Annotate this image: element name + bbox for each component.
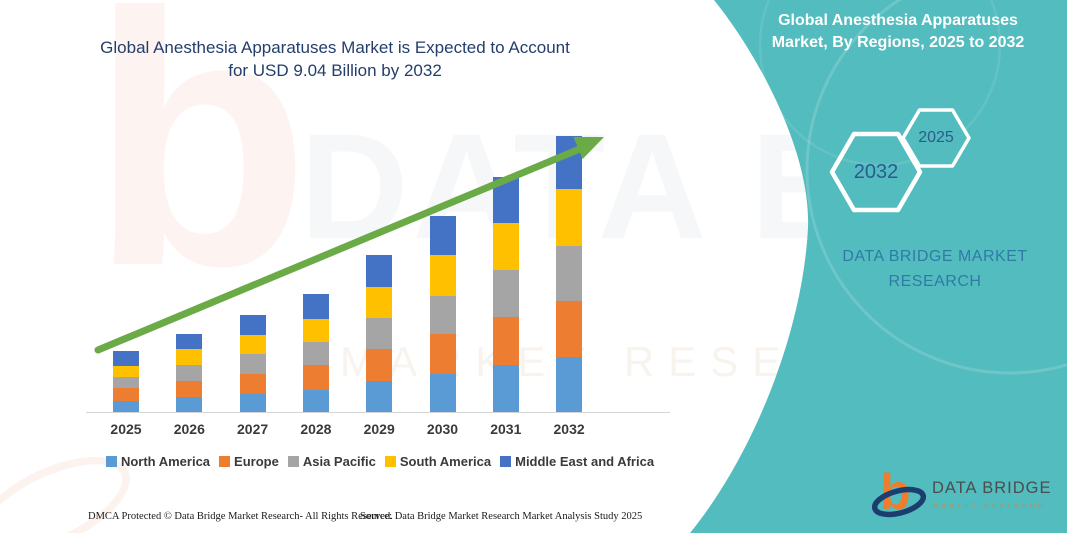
hexagon-2032	[829, 131, 923, 213]
x-axis-line	[86, 412, 670, 413]
legend-swatch-icon	[105, 456, 117, 467]
legend-label: Middle East and Africa	[515, 454, 655, 469]
x-tick-2027: 2027	[237, 421, 269, 437]
x-tick-2025: 2025	[110, 421, 142, 437]
side-panel-title-line1: Global Anesthesia Apparatuses	[778, 12, 1018, 29]
bar-2027	[239, 314, 266, 412]
bar-2032-segment-south-america	[556, 189, 583, 247]
panel-accent-circle-small	[758, 0, 1002, 167]
bar-2027-segment-middle-east-and-africa	[239, 314, 266, 336]
footer-dmca-text: DMCA Protected © Data Bridge Market Rese…	[88, 511, 393, 522]
bar-2031	[492, 176, 519, 412]
legend-label: Asia Pacific	[302, 454, 376, 469]
side-panel-title: Global Anesthesia Apparatuses Market, By…	[742, 10, 1054, 54]
panel-accent-circle	[805, 0, 1067, 375]
bar-2026-segment-asia-pacific	[176, 365, 203, 381]
logo-orbit-icon	[872, 486, 927, 518]
logo-name: DATA BRIDGE	[932, 479, 1052, 497]
x-tick-2029: 2029	[363, 421, 395, 437]
bar-2030-segment-europe	[429, 334, 456, 374]
bar-2026	[176, 333, 203, 412]
x-tick-2026: 2026	[173, 421, 205, 437]
bar-2026-segment-south-america	[176, 349, 203, 366]
teal-panel	[690, 0, 1067, 533]
bar-2031-segment-middle-east-and-africa	[492, 176, 519, 224]
legend-swatch-icon	[219, 456, 231, 467]
bar-2025-segment-europe	[113, 387, 139, 402]
page-title-line1: Global Anesthesia Apparatuses Market is …	[100, 38, 570, 57]
legend-item-asia-pacific: Asia Pacific	[287, 454, 376, 469]
x-tick-2031: 2031	[490, 421, 522, 437]
bar-2030	[429, 216, 456, 412]
legend-swatch-icon	[287, 456, 299, 467]
bar-2028-segment-north-america	[302, 390, 329, 412]
logo-tagline: MARKET RESEARCH	[933, 503, 1046, 510]
bar-2029-segment-north-america	[366, 381, 393, 412]
bar-2028-segment-asia-pacific	[302, 341, 329, 365]
bar-2026-segment-europe	[176, 380, 203, 398]
bar-2028	[302, 294, 329, 412]
brand-wordmark-line2: RESEARCH	[888, 273, 982, 290]
bar-2025-segment-middle-east-and-africa	[113, 350, 139, 366]
bar-2028-segment-europe	[302, 365, 329, 391]
hexagon-2032-label: 2032	[853, 161, 899, 183]
bar-2026-segment-middle-east-and-africa	[176, 333, 203, 350]
legend-label: North America	[120, 454, 211, 469]
legend-item-north-america: North America	[105, 454, 211, 469]
legend-swatch-icon	[384, 456, 396, 467]
bar-2032-segment-north-america	[556, 357, 583, 412]
bar-2032	[556, 136, 583, 412]
legend-label: South America	[399, 454, 492, 469]
hexagon-2025	[901, 108, 971, 168]
x-tick-2028: 2028	[300, 421, 332, 437]
bar-2025-segment-asia-pacific	[113, 376, 139, 388]
stacked-bar-chart	[86, 125, 670, 413]
brand-wordmark: DATA BRIDGE MARKET RESEARCH	[828, 244, 1042, 294]
bar-2030-segment-asia-pacific	[429, 295, 456, 335]
bar-2030-segment-north-america	[429, 373, 456, 412]
bar-2029-segment-asia-pacific	[366, 318, 393, 350]
x-axis-tick-labels: 2025 2026 2027 2028 2029 2030 2031 2032	[90, 421, 670, 441]
bar-2030-segment-south-america	[429, 255, 456, 296]
bar-2029-segment-middle-east-and-africa	[366, 255, 393, 288]
x-tick-2030: 2030	[426, 421, 459, 437]
x-tick-2032: 2032	[553, 421, 585, 437]
chart-legend: North America Europe Asia Pacific South Ame…	[80, 454, 680, 469]
legend-swatch-icon	[500, 456, 512, 467]
bar-2031-segment-asia-pacific	[492, 270, 519, 318]
bar-2025-segment-north-america	[113, 401, 139, 412]
side-panel-title-line2: Market, By Regions, 2025 to 2032	[771, 34, 1025, 51]
bar-2031-segment-europe	[492, 317, 519, 365]
brand-wordmark-line1: DATA BRIDGE MARKET	[842, 248, 1028, 265]
bar-2031-segment-north-america	[492, 364, 519, 412]
bar-2029-segment-south-america	[366, 287, 393, 319]
legend-item-south-america: South America	[384, 454, 492, 469]
bar-2028-segment-south-america	[302, 318, 329, 342]
bar-2032-segment-asia-pacific	[556, 246, 583, 302]
hexagon-2025-label: 2025	[918, 129, 954, 146]
legend-item-europe: Europe	[219, 454, 279, 469]
bar-2025-segment-south-america	[113, 365, 139, 377]
bar-2032-segment-europe	[556, 301, 583, 358]
bar-2026-segment-north-america	[176, 397, 203, 412]
bar-2032-segment-middle-east-and-africa	[556, 136, 583, 190]
bar-2029	[366, 255, 393, 412]
bar-2027-segment-asia-pacific	[239, 354, 266, 374]
bar-2031-segment-south-america	[492, 223, 519, 271]
bar-2027-segment-europe	[239, 373, 266, 394]
bar-2025	[113, 350, 139, 412]
page-title: Global Anesthesia Apparatuses Market is …	[85, 36, 585, 82]
bar-2027-segment-north-america	[239, 393, 266, 412]
bar-2029-segment-europe	[366, 349, 393, 382]
legend-item-middle-east-and-africa: Middle East and Africa	[500, 454, 654, 469]
company-logo: b DATA BRIDGE MARKET RESEARCH	[872, 464, 1052, 520]
footer-source-text: Source: Data Bridge Market Research Mark…	[360, 511, 643, 522]
legend-label: Europe	[234, 454, 279, 469]
bar-2030-segment-middle-east-and-africa	[429, 216, 456, 256]
bar-2028-segment-middle-east-and-africa	[302, 294, 329, 319]
bar-2027-segment-south-america	[239, 335, 266, 355]
page-title-line2: for USD 9.04 Billion by 2032	[228, 61, 442, 80]
